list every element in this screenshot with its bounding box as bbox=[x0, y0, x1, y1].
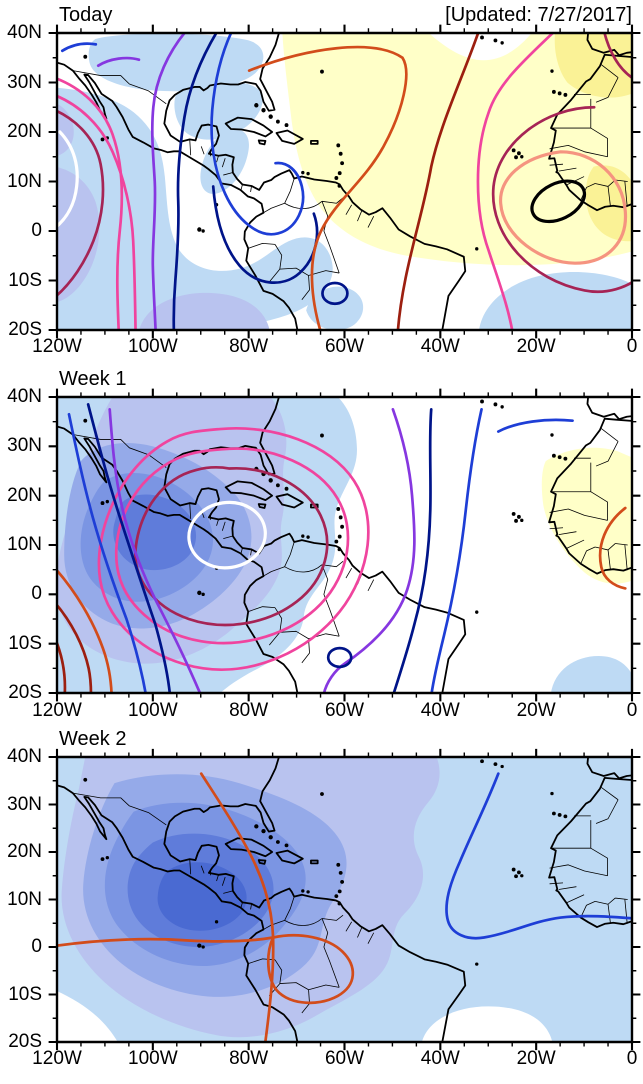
y-tick-label: 40N bbox=[7, 22, 42, 43]
x-tick-label: 120W bbox=[32, 336, 82, 357]
x-tick-label: 80W bbox=[229, 336, 269, 357]
contour-layer bbox=[54, 404, 625, 696]
x-tick-label: 0 bbox=[626, 1048, 638, 1069]
y-tick-label: 20N bbox=[7, 841, 42, 862]
contour-layer bbox=[54, 30, 635, 333]
shading-layer bbox=[56, 756, 633, 1043]
x-tick-label: 60W bbox=[324, 336, 365, 357]
x-axis-panel2: 120W 100W 80W 60W 40W 20W 0 bbox=[32, 700, 637, 724]
map-week2 bbox=[57, 757, 632, 1042]
y-tick-label: 30N bbox=[7, 793, 42, 815]
shading-layer bbox=[56, 396, 633, 694]
y-tick-label: 0 bbox=[31, 583, 42, 605]
panel-title-today: Today bbox=[59, 4, 113, 26]
y-tick-label: 30N bbox=[7, 71, 42, 93]
x-tick-label: 100W bbox=[128, 336, 178, 357]
x-axis-panel1: 120W 100W 80W 60W 40W 20W 0 bbox=[32, 336, 637, 360]
y-tick-label: 10S bbox=[8, 632, 42, 654]
y-tick-label: 20N bbox=[7, 121, 42, 142]
x-tick-label: 100W bbox=[128, 700, 178, 721]
y-tick-label: 10N bbox=[7, 534, 42, 555]
y-tick-label: 10N bbox=[7, 888, 42, 910]
y-tick-label: 0 bbox=[31, 220, 42, 241]
contour-layer bbox=[54, 774, 635, 1045]
x-tick-label: 0 bbox=[626, 700, 638, 721]
y-tick-label: 10S bbox=[8, 269, 42, 291]
y-tick-label: 10N bbox=[7, 170, 42, 192]
x-tick-label: 0 bbox=[626, 336, 638, 357]
y-axis-panel1: 40N 30N 20N 10N 0 10S 20S bbox=[0, 22, 50, 340]
x-tick-label: 60W bbox=[324, 1048, 365, 1069]
y-tick-label: 40N bbox=[7, 746, 42, 767]
x-tick-label: 80W bbox=[229, 1048, 269, 1069]
map-week1 bbox=[57, 397, 632, 693]
x-tick-label: 120W bbox=[32, 1048, 82, 1069]
x-tick-label: 20W bbox=[516, 1048, 556, 1069]
updated-label: [Updated: 7/27/2017] bbox=[445, 4, 632, 26]
y-tick-label: 20S bbox=[8, 319, 42, 340]
x-tick-label: 60W bbox=[324, 700, 365, 721]
x-tick-label: 20W bbox=[516, 700, 556, 721]
y-axis-panel3: 40N 30N 20N 10N 0 10S 20S bbox=[0, 746, 50, 1052]
y-tick-label: 0 bbox=[31, 936, 42, 957]
map-today bbox=[57, 33, 632, 330]
panel-title-week2: Week 2 bbox=[59, 728, 127, 750]
y-tick-label: 40N bbox=[7, 386, 42, 407]
y-tick-label: 20S bbox=[8, 1031, 42, 1052]
x-tick-label: 120W bbox=[32, 700, 82, 721]
x-tick-label: 40W bbox=[420, 1048, 460, 1069]
x-tick-label: 100W bbox=[128, 1048, 178, 1069]
x-tick-label: 80W bbox=[229, 700, 269, 721]
x-axis-panel3: 120W 100W 80W 60W 40W 20W 0 bbox=[32, 1048, 637, 1072]
x-tick-label: 40W bbox=[420, 700, 460, 721]
x-tick-label: 40W bbox=[420, 336, 460, 357]
y-tick-label: 10S bbox=[8, 983, 42, 1005]
panel-title-week1: Week 1 bbox=[59, 368, 127, 390]
y-tick-label: 30N bbox=[7, 435, 42, 457]
x-tick-label: 20W bbox=[516, 336, 556, 357]
y-axis-panel2: 40N 30N 20N 10N 0 10S 20S bbox=[0, 386, 50, 703]
y-tick-label: 20N bbox=[7, 484, 42, 506]
y-tick-label: 20S bbox=[8, 682, 42, 703]
